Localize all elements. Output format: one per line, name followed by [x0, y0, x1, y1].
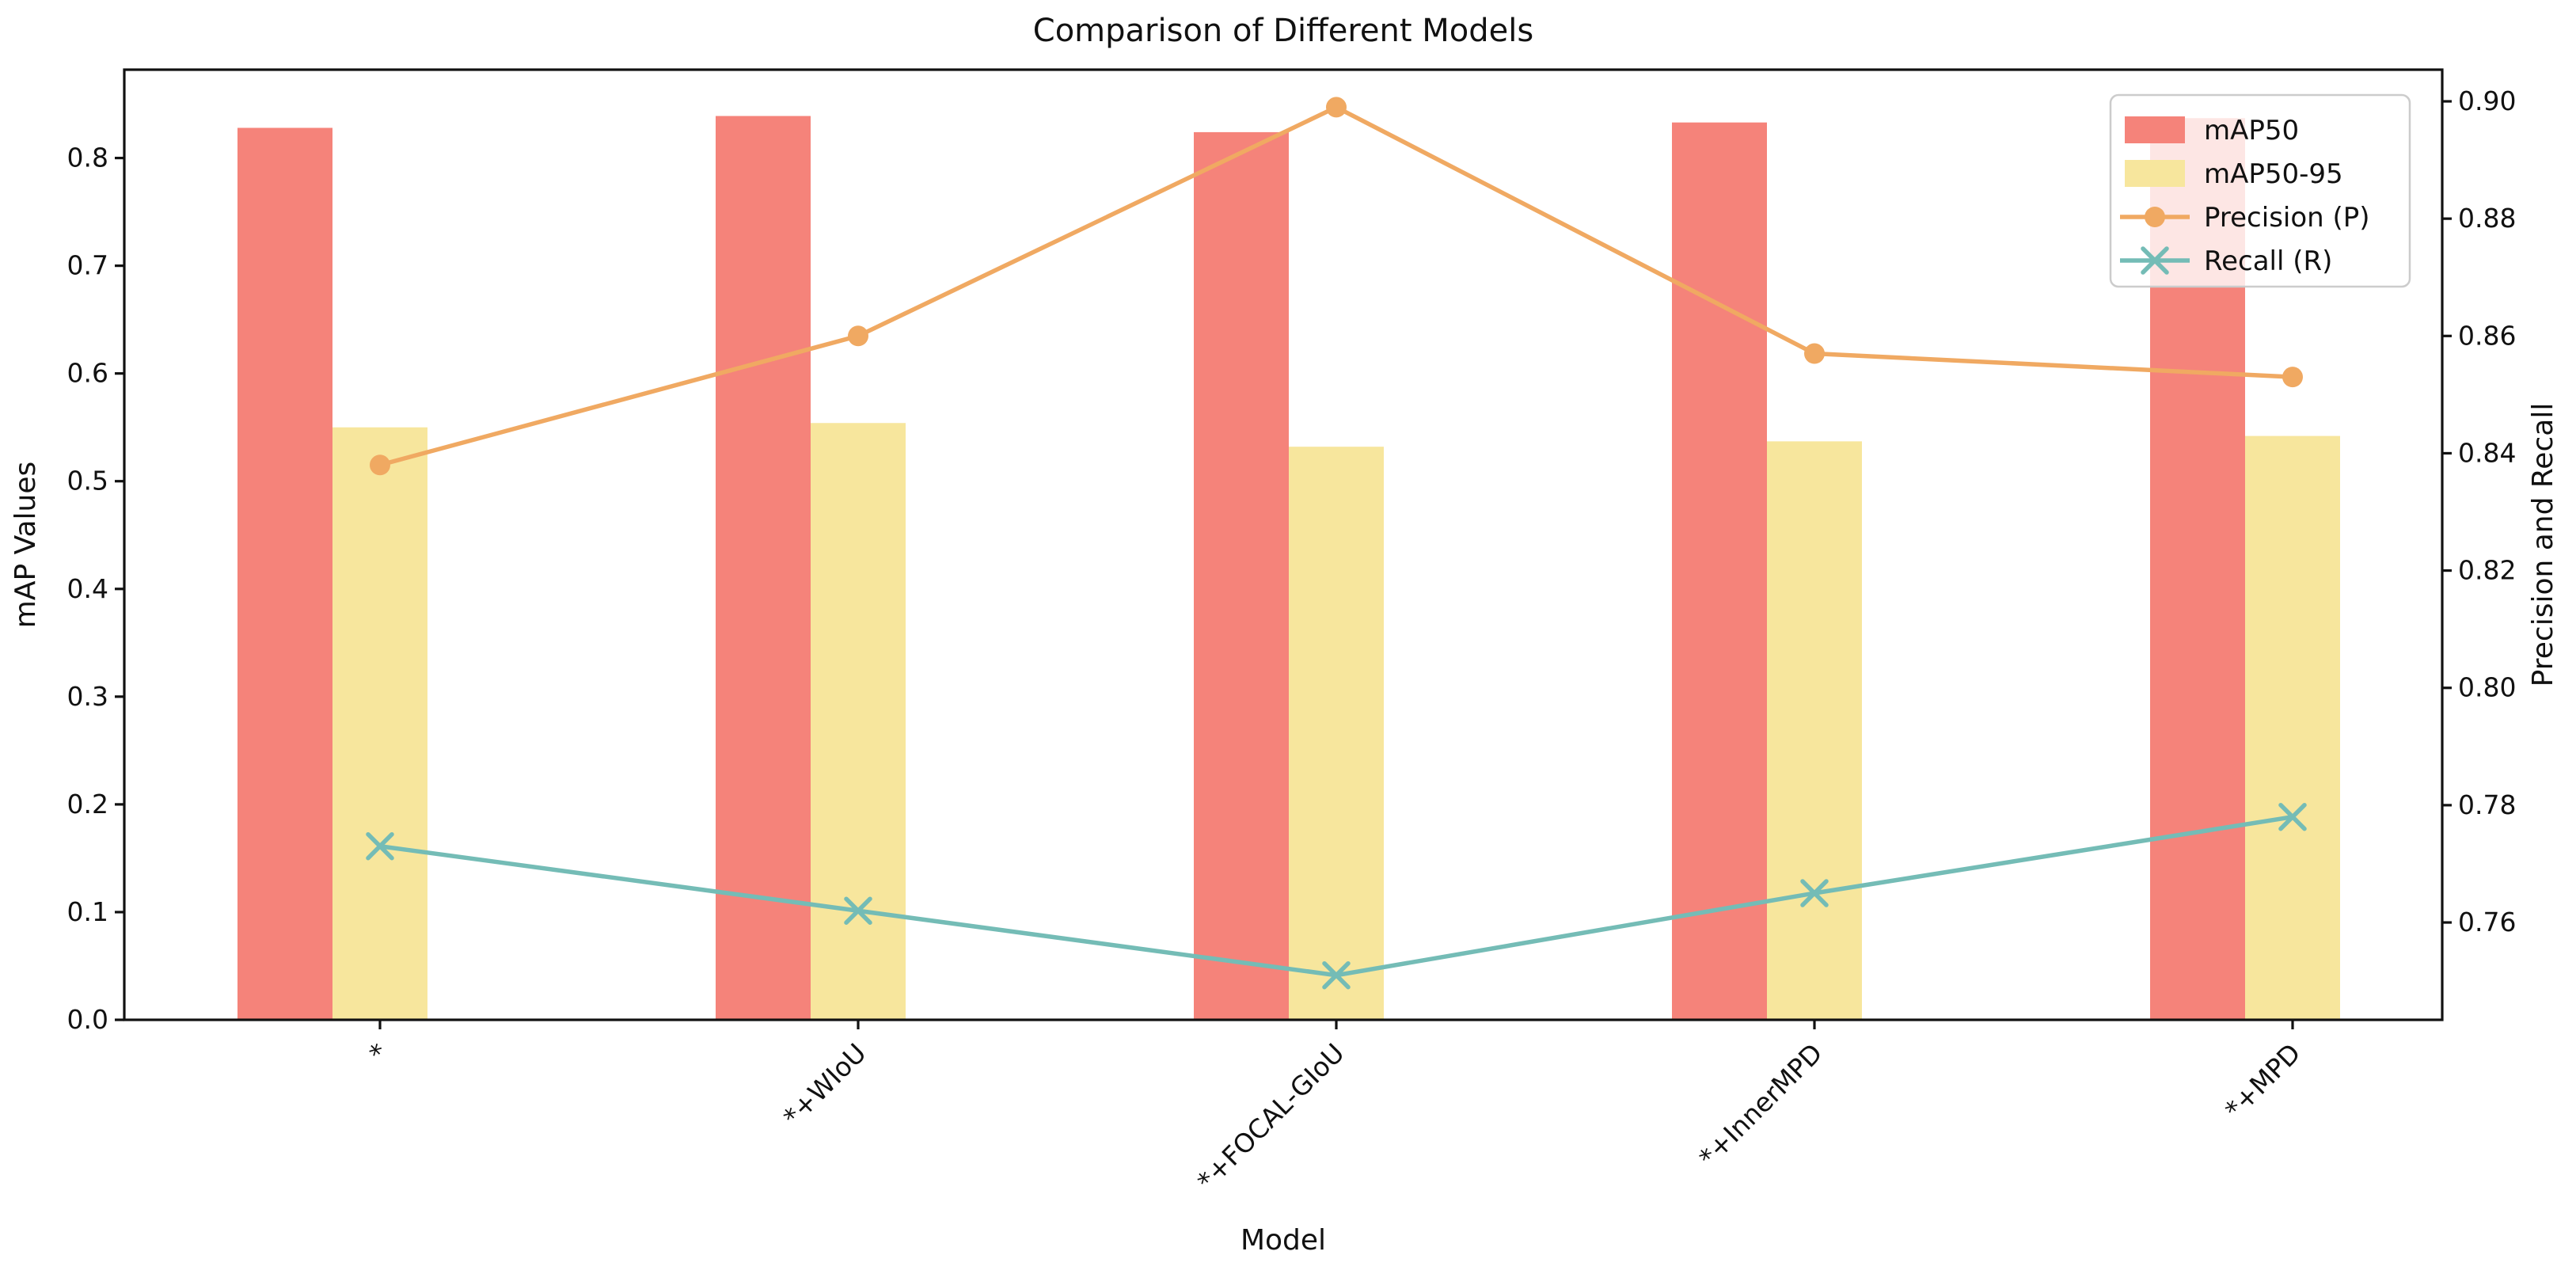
- bar: [1289, 447, 1384, 1020]
- x-marker: [366, 831, 394, 861]
- x-marker: [2278, 802, 2307, 831]
- right-tick-label: 0.76: [2458, 907, 2516, 937]
- legend-item: mAP50: [2125, 115, 2299, 146]
- x-marker: [1800, 879, 1829, 907]
- legend-label: Precision (P): [2204, 202, 2370, 234]
- right-tick-label: 0.90: [2458, 86, 2516, 116]
- legend-circle-marker: [2145, 207, 2165, 227]
- x-marker: [844, 896, 872, 925]
- circle-marker: [370, 454, 390, 476]
- right-axis: 0.76 0.78 0.80 0.82 0.84 0.86 0.88 0.90 Precisio…: [2442, 86, 2559, 937]
- right-axis-title: Precision and Recall: [2527, 403, 2559, 687]
- bar-series-mAP50: [237, 116, 2245, 1021]
- bar: [1767, 441, 1862, 1020]
- precision-series: [370, 97, 2303, 476]
- circle-marker: [2282, 367, 2303, 388]
- legend-label: Recall (R): [2204, 245, 2332, 277]
- legend-x-marker: [2141, 246, 2169, 275]
- x-marker: [1322, 960, 1351, 990]
- legend-swatch: [2125, 116, 2185, 143]
- right-tick-label: 0.78: [2458, 789, 2516, 820]
- legend-label: mAP50: [2204, 115, 2299, 146]
- recall-series: [366, 802, 2307, 990]
- circle-marker: [1326, 97, 1347, 118]
- legend-item: Precision (P): [2120, 202, 2370, 234]
- bar: [811, 423, 906, 1020]
- left-tick-label: 0.4: [67, 573, 108, 604]
- legend-item: mAP50-95: [2125, 158, 2343, 190]
- legend-swatch: [2125, 160, 2185, 187]
- bar: [1194, 131, 1289, 1020]
- right-tick-label: 0.80: [2458, 672, 2516, 703]
- legend-box: [2109, 93, 2411, 288]
- right-tick-label: 0.82: [2458, 555, 2516, 586]
- left-tick-label: 0.8: [67, 143, 108, 173]
- left-tick-label: 0.7: [67, 250, 108, 281]
- circle-marker: [1804, 343, 1825, 364]
- left-axis: 0.0 0.1 0.2 0.3 0.4 0.5 0.6 0.7 0.8 mAP Values: [9, 143, 124, 1035]
- plot-area-spines: [123, 68, 2444, 1021]
- bar: [1672, 122, 1767, 1021]
- bar: [332, 427, 427, 1020]
- right-tick-label: 0.84: [2458, 437, 2516, 468]
- bar-series-mAP50-95: [332, 423, 2340, 1020]
- legend-item: Recall (R): [2120, 245, 2332, 277]
- legend: mAP50 mAP50-95 Precision (P) Recall (R): [2109, 93, 2411, 288]
- legend-label: mAP50-95: [2204, 158, 2343, 190]
- left-tick-label: 0.2: [67, 789, 108, 820]
- bar: [716, 116, 811, 1020]
- bar: [2245, 435, 2340, 1020]
- left-tick-label: 0.0: [67, 1004, 108, 1035]
- left-tick-label: 0.1: [67, 896, 108, 927]
- left-tick-label: 0.6: [67, 358, 108, 389]
- chart-title: Comparison of Different Models: [1033, 13, 1533, 49]
- right-tick-label: 0.86: [2458, 320, 2516, 351]
- left-axis-title: mAP Values: [9, 462, 42, 628]
- left-tick-label: 0.3: [67, 681, 108, 712]
- bar: [237, 127, 332, 1021]
- circle-marker: [848, 325, 868, 347]
- left-tick-label: 0.5: [67, 466, 108, 496]
- right-tick-label: 0.88: [2458, 203, 2516, 234]
- x-axis-title: Model: [1241, 1224, 1326, 1257]
